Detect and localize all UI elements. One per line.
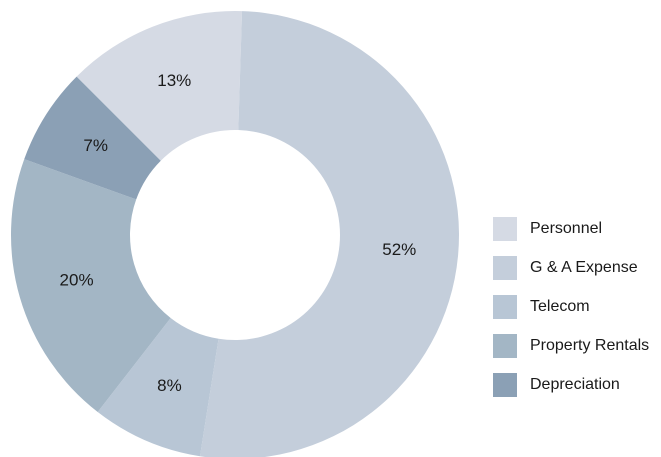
- data-label: 8%: [157, 376, 182, 395]
- data-label: 13%: [157, 71, 191, 90]
- legend-label: Personnel: [530, 220, 602, 237]
- data-label: 20%: [60, 271, 94, 290]
- legend-swatch: [493, 373, 517, 397]
- donut-segment: [76, 10, 243, 161]
- legend-swatch: [493, 217, 517, 241]
- legend-swatch: [493, 256, 517, 280]
- legend-swatch: [493, 334, 517, 358]
- data-label: 7%: [83, 136, 108, 155]
- donut-segment: [199, 11, 459, 457]
- donut-segment: [10, 159, 171, 412]
- legend-label: Property Rentals: [530, 337, 649, 354]
- legend-label: G & A Expense: [530, 259, 638, 276]
- legend-swatch: [493, 295, 517, 319]
- legend-label: Telecom: [530, 298, 590, 315]
- data-label: 52%: [382, 240, 416, 259]
- donut-segment: [97, 317, 219, 457]
- donut-segment: [24, 76, 161, 200]
- legend-label: Depreciation: [530, 376, 620, 393]
